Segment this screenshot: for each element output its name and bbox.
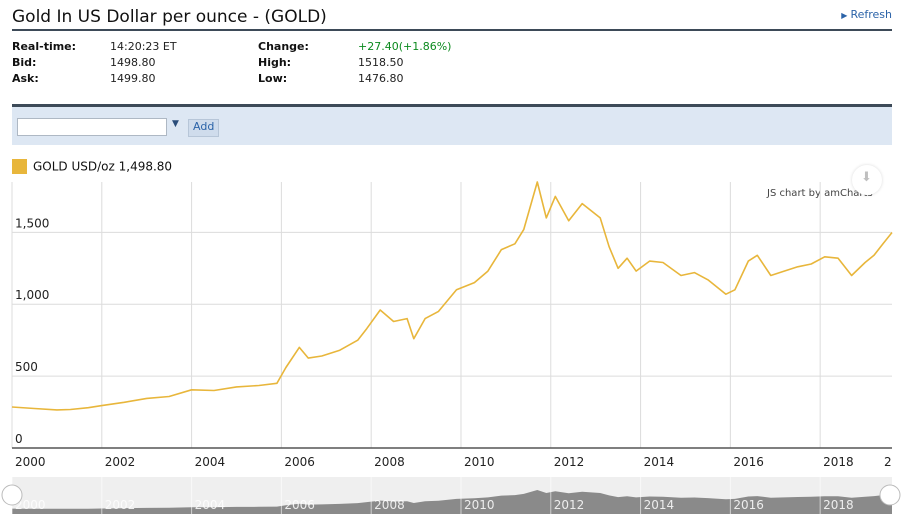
change-label: Change: xyxy=(258,40,309,53)
chevron-down-icon[interactable]: ▼ xyxy=(172,119,179,129)
realtime-label: Real-time: xyxy=(12,40,77,53)
change-value: +27.40(+1.86%) xyxy=(358,40,452,53)
refresh-link[interactable]: ▶ Refresh xyxy=(841,8,892,21)
compare-toolbar: ▼ Add xyxy=(12,107,892,145)
page-header: Gold In US Dollar per ounce - (GOLD) ▶ Re… xyxy=(12,5,892,29)
realtime-value: 14:20:23 ET xyxy=(110,40,177,53)
series-line-gold xyxy=(11,181,893,411)
x-tick-label: 2008 xyxy=(374,455,405,469)
download-icon: ⬇ xyxy=(861,170,872,185)
x-tick-label: 2018 xyxy=(823,455,854,469)
x-tick-label: 2010 xyxy=(464,455,495,469)
refresh-label: Refresh xyxy=(850,8,892,21)
navigator-right-handle[interactable] xyxy=(879,484,901,506)
y-tick-label: 1,500 xyxy=(15,216,49,230)
bid-value: 1498.80 xyxy=(110,56,156,69)
navigator-label: 2000 xyxy=(15,498,46,512)
y-tick-label: 1,000 xyxy=(15,288,49,302)
navigator-label: 2002 xyxy=(105,498,136,512)
high-label: High: xyxy=(258,56,292,69)
x-tick-label: 2006 xyxy=(284,455,315,469)
x-tick-label: 2016 xyxy=(733,455,764,469)
compare-symbol-input[interactable] xyxy=(17,118,167,136)
x-tick-label: 2 xyxy=(884,455,892,469)
high-value: 1518.50 xyxy=(358,56,404,69)
header-divider xyxy=(12,29,892,31)
legend-label: GOLD USD/oz 1,498.80 xyxy=(33,159,173,174)
export-button[interactable]: ⬇ xyxy=(852,165,882,195)
x-tick-label: 2000 xyxy=(15,455,46,469)
navigator-label: 2012 xyxy=(554,498,585,512)
page-title: Gold In US Dollar per ounce - (GOLD) xyxy=(12,7,327,27)
x-tick-label: 2014 xyxy=(644,455,675,469)
ask-value: 1499.80 xyxy=(110,72,156,85)
navigator-label: 2006 xyxy=(284,498,315,512)
add-button[interactable]: Add xyxy=(188,119,220,137)
navigator-label: 2004 xyxy=(195,498,226,512)
x-tick-label: 2004 xyxy=(195,455,226,469)
navigator-label: 2014 xyxy=(644,498,675,512)
navigator-label: 2008 xyxy=(374,498,405,512)
play-icon: ▶ xyxy=(841,11,848,20)
quote-divider xyxy=(12,104,892,107)
x-tick-label: 2002 xyxy=(105,455,136,469)
navigator-label: 2010 xyxy=(464,498,495,512)
chart-legend[interactable]: GOLD USD/oz 1,498.80 xyxy=(12,159,172,174)
bid-label: Bid: xyxy=(12,56,37,69)
y-tick-label: 500 xyxy=(15,360,38,374)
x-tick-label: 2012 xyxy=(554,455,585,469)
navigator-left-handle[interactable] xyxy=(1,484,23,506)
y-tick-label: 0 xyxy=(15,432,23,446)
navigator-label: 2018 xyxy=(823,498,854,512)
legend-swatch xyxy=(12,159,27,174)
navigator-area xyxy=(12,490,892,514)
low-label: Low: xyxy=(258,72,288,85)
navigator-label: 2016 xyxy=(733,498,764,512)
low-value: 1476.80 xyxy=(358,72,404,85)
ask-label: Ask: xyxy=(12,72,39,85)
